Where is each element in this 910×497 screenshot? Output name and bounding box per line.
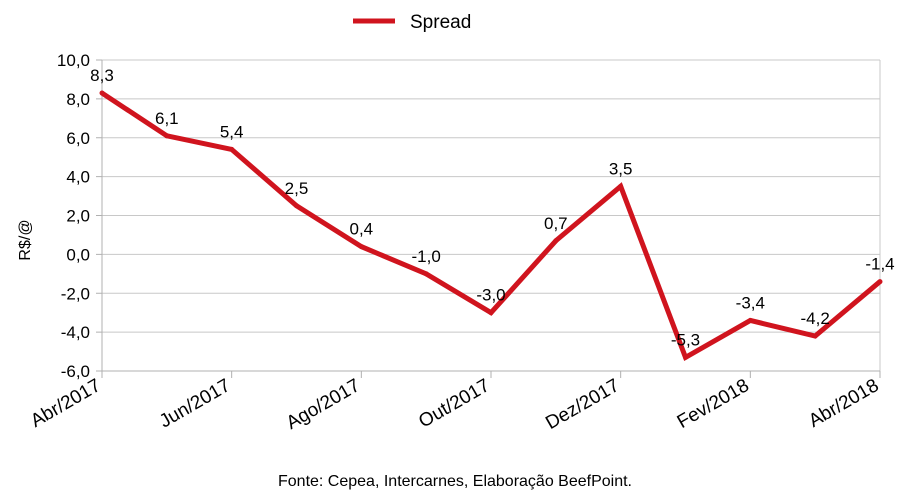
axes [96,59,881,378]
y-tick-label: -2,0 [61,284,90,303]
data-point [294,203,299,209]
data-label: 6,1 [155,109,179,128]
y-tick-label: 0,0 [66,245,90,264]
data-label: 2,5 [285,179,309,198]
data-label: -3,0 [476,286,505,305]
series-spread [99,90,883,362]
data-point [812,333,818,339]
data-point [683,354,688,360]
legend-label-spread: Spread [410,12,471,33]
data-point [358,244,364,250]
y-tick-labels: 10,0 8,0 6,0 4,0 2,0 0,0 -2,0 -4,0 -6,0 [57,51,90,381]
data-label: -5,3 [671,330,700,349]
data-label: -1,0 [412,247,441,266]
data-point [488,310,494,316]
data-point [423,271,429,277]
x-tick-label: Dez/2017 [542,375,623,434]
y-axis-title: R$/@ [17,219,34,260]
data-label: 8,3 [90,66,114,85]
x-tick-labels: Abr/2017 Jun/2017 Ago/2017 Out/2017 Dez/2017… [27,375,882,434]
data-point [164,133,170,139]
x-tick-label: Abr/2018 [805,375,882,432]
legend: Spread [353,12,471,33]
source-note: Fonte: Cepea, Intercarnes, Elaboração Be… [278,473,632,490]
y-tick-label: 8,0 [66,90,90,109]
data-point [618,183,624,189]
x-tick-label: Fev/2018 [674,375,753,433]
data-label: -1,4 [865,255,894,274]
y-tick-label: 2,0 [66,207,90,226]
data-label: -3,4 [736,293,765,312]
x-tick-label: Abr/2017 [27,375,104,432]
x-tick-label: Out/2017 [415,375,493,432]
data-point [553,238,559,244]
data-point [877,279,883,285]
y-tick-label: 6,0 [66,129,90,148]
y-tick-label: 10,0 [57,51,90,70]
x-tick-label: Jun/2017 [156,375,234,432]
data-labels: 8,3 6,1 5,4 2,5 0,4 -1,0 -3,0 0,7 3,5 -5,3 -3,4 -4,… [90,66,894,349]
data-label: 0,4 [350,220,374,239]
data-point [229,146,235,152]
data-label: 3,5 [609,159,633,178]
data-label: 0,7 [544,214,568,233]
y-tick-label: -4,0 [61,323,90,342]
data-point [99,90,105,96]
series-line-spread [100,90,882,362]
y-tick-label: 4,0 [66,168,90,187]
y-tick-label: -6,0 [61,362,90,381]
data-point [747,317,753,323]
x-tick-label: Ago/2017 [283,375,364,434]
data-label: -4,2 [801,309,830,328]
data-label: 5,4 [220,122,244,141]
